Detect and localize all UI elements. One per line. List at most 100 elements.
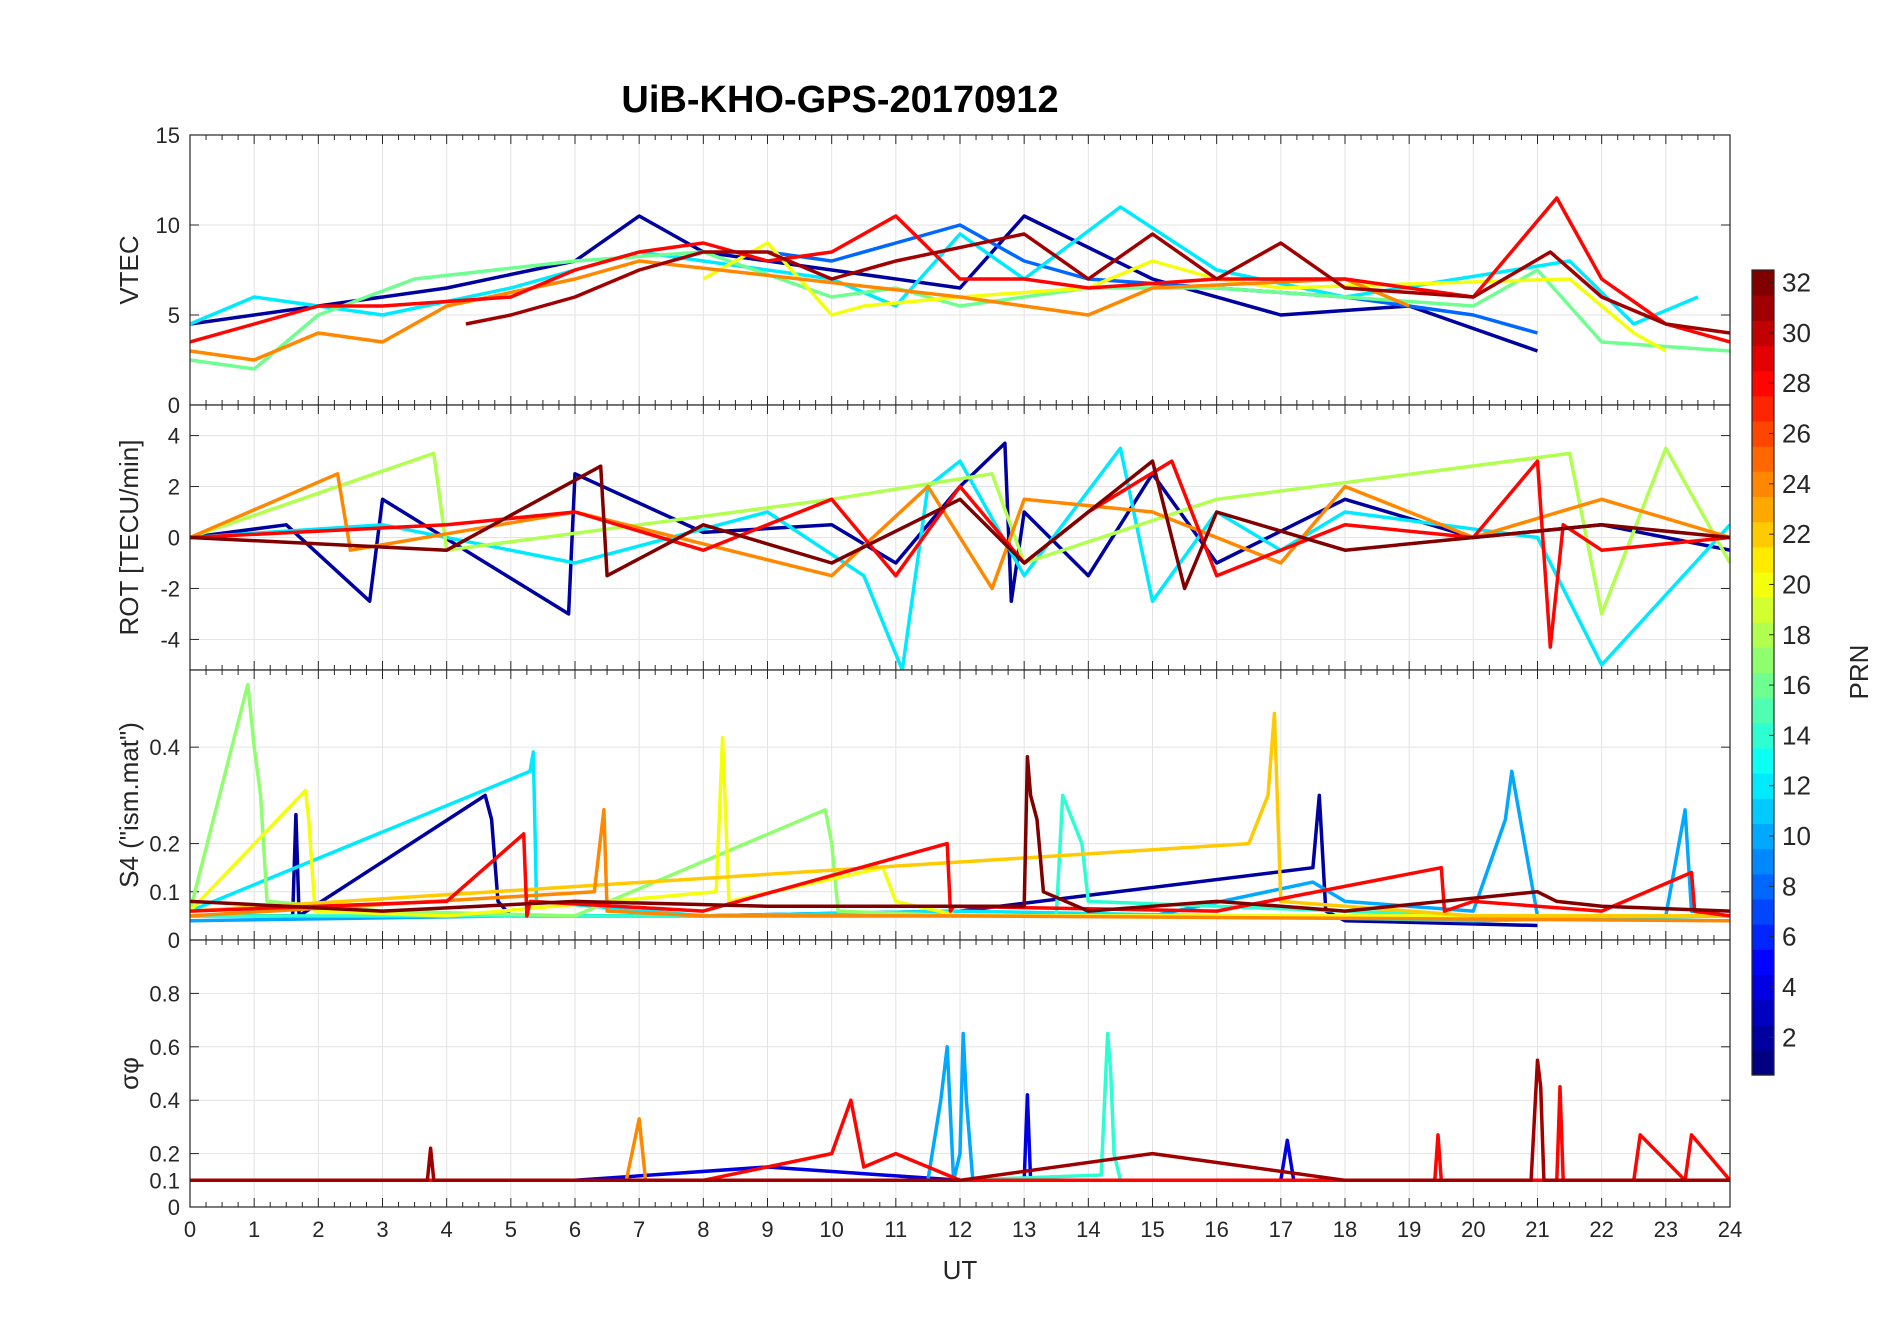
y-tick-label: 0.1	[149, 1168, 180, 1193]
x-tick-label: 1	[248, 1217, 260, 1242]
x-axis-label: UT	[943, 1255, 978, 1285]
y-tick-label: 0	[168, 526, 180, 551]
x-tick-label: 2	[312, 1217, 324, 1242]
colorbar-tick-label: 32	[1782, 268, 1811, 298]
y-tick-label: 15	[156, 123, 180, 148]
series-line-prn-28	[190, 196, 1730, 344]
y-tick-label: 5	[168, 303, 180, 328]
x-tick-label: 23	[1654, 1217, 1678, 1242]
colorbar-segment-prn-8	[1752, 873, 1774, 900]
colorbar-segment-prn-27	[1752, 395, 1774, 422]
series-line-prn-32	[190, 755, 1730, 913]
colorbar-segment-prn-24	[1752, 471, 1774, 498]
series-group	[190, 441, 1730, 670]
colorbar-segment-prn-9	[1752, 848, 1774, 875]
colorbar-segment-prn-29	[1752, 345, 1774, 372]
colorbar-segment-prn-10	[1752, 823, 1774, 850]
colorbar-segment-prn-5	[1752, 949, 1774, 975]
colorbar-segment-prn-6	[1752, 924, 1774, 950]
colorbar-segment-prn-7	[1752, 898, 1774, 925]
colorbar-segment-prn-30	[1752, 320, 1774, 347]
x-tick-label: 24	[1718, 1217, 1742, 1242]
series-line-prn-20	[702, 241, 1667, 353]
y-tick-label: 0.6	[149, 1035, 180, 1060]
y-tick-label: 10	[156, 213, 180, 238]
series-line-prn-22	[190, 711, 1730, 918]
colorbar-segment-prn-13	[1752, 747, 1774, 774]
colorbar-segment-prn-32	[1752, 270, 1774, 296]
panel-S4: 0 0.1 0.2 0.4S4 ("ism.mat")	[114, 669, 1731, 953]
series-group	[190, 682, 1730, 928]
colorbar-segment-prn-20	[1752, 571, 1774, 598]
colorbar-tick-label: 16	[1782, 670, 1811, 700]
colorbar-tick-label: 6	[1782, 922, 1796, 952]
x-tick-label: 5	[505, 1217, 517, 1242]
colorbar-tick-label: 2	[1782, 1022, 1796, 1052]
y-axis-label: S4 ("ism.mat")	[114, 722, 144, 888]
x-tick-label: 21	[1525, 1217, 1549, 1242]
series-line-prn-2	[190, 214, 1539, 353]
colorbar-segment-prn-15	[1752, 697, 1774, 724]
colorbar-segment-prn-18	[1752, 622, 1774, 648]
colorbar-segment-prn-2	[1752, 1024, 1774, 1051]
colorbar-label: PRN	[1844, 645, 1874, 700]
series-line-prn-32	[190, 459, 1730, 591]
series-line-prn-16	[190, 250, 1730, 371]
series-group	[190, 1031, 1730, 1183]
x-tick-label: 0	[184, 1217, 196, 1242]
colorbar-tick-label: 30	[1782, 318, 1811, 348]
x-tick-label: 12	[948, 1217, 972, 1242]
x-tick-label: 19	[1397, 1217, 1421, 1242]
series-line-prn-12	[190, 446, 1730, 670]
colorbar-segment-prn-1	[1752, 1049, 1774, 1076]
series-line-prn-31	[190, 1058, 1730, 1183]
x-tick-label: 3	[376, 1217, 388, 1242]
colorbar-tick-label: 12	[1782, 771, 1811, 801]
axes-frame	[189, 939, 1731, 1208]
y-tick-label: 0	[168, 1195, 180, 1220]
x-tick-label: 18	[1333, 1217, 1357, 1242]
x-tick-label: 8	[697, 1217, 709, 1242]
y-tick-label: 0.8	[149, 981, 180, 1006]
y-tick-label: -4	[160, 627, 180, 652]
colorbar-tick-label: 24	[1782, 469, 1811, 499]
series-line-prn-31	[465, 232, 1730, 335]
x-tick-label: 16	[1204, 1217, 1228, 1242]
x-tick-label: 10	[819, 1217, 843, 1242]
x-tick-label: 13	[1012, 1217, 1036, 1242]
y-axis-label: ROT [TECU/min]	[114, 440, 144, 636]
panel-VTEC: 0 5 10 15 VTEC	[114, 123, 1731, 418]
colorbar-tick-label: 26	[1782, 419, 1811, 449]
y-tick-label: 0	[168, 928, 180, 953]
y-tick-label: 0.4	[149, 1088, 180, 1113]
colorbar-segment-prn-14	[1752, 722, 1774, 749]
colorbar-tick-label: 14	[1782, 720, 1811, 750]
colorbar-segment-prn-3	[1752, 999, 1774, 1026]
colorbar-tick-label: 4	[1782, 972, 1796, 1002]
y-tick-label: 0.2	[149, 1142, 180, 1167]
x-tick-label: 9	[761, 1217, 773, 1242]
colorbar-frame	[1751, 269, 1775, 1076]
colorbar-segment-prn-28	[1752, 370, 1774, 397]
colorbar-segment-prn-26	[1752, 420, 1774, 447]
series-group	[190, 196, 1730, 371]
y-tick-label: 4	[168, 424, 180, 449]
series-line-prn-28	[190, 1085, 1730, 1183]
colorbar-segment-prn-17	[1752, 647, 1774, 674]
colorbar-segment-prn-19	[1752, 597, 1774, 623]
colorbar-segment-prn-25	[1752, 446, 1774, 472]
series-line-prn-20	[190, 735, 1730, 918]
x-tick-label: 4	[441, 1217, 453, 1242]
colorbar-segment-prn-31	[1752, 295, 1774, 321]
y-tick-label: 2	[168, 475, 180, 500]
y-tick-label: -2	[160, 576, 180, 601]
x-tick-label: 14	[1076, 1217, 1100, 1242]
colorbar-segment-prn-21	[1752, 546, 1774, 573]
y-axis-label: σφ	[114, 1057, 144, 1090]
colorbar-tick-label: 8	[1782, 871, 1796, 901]
figure-title: UiB-KHO-GPS-20170912	[621, 79, 1058, 121]
y-tick-label: 0	[168, 393, 180, 418]
panel-ROT: -4 -2 0 2 4 ROT [TECU/min]	[114, 404, 1731, 671]
x-tick-label: 17	[1269, 1217, 1293, 1242]
